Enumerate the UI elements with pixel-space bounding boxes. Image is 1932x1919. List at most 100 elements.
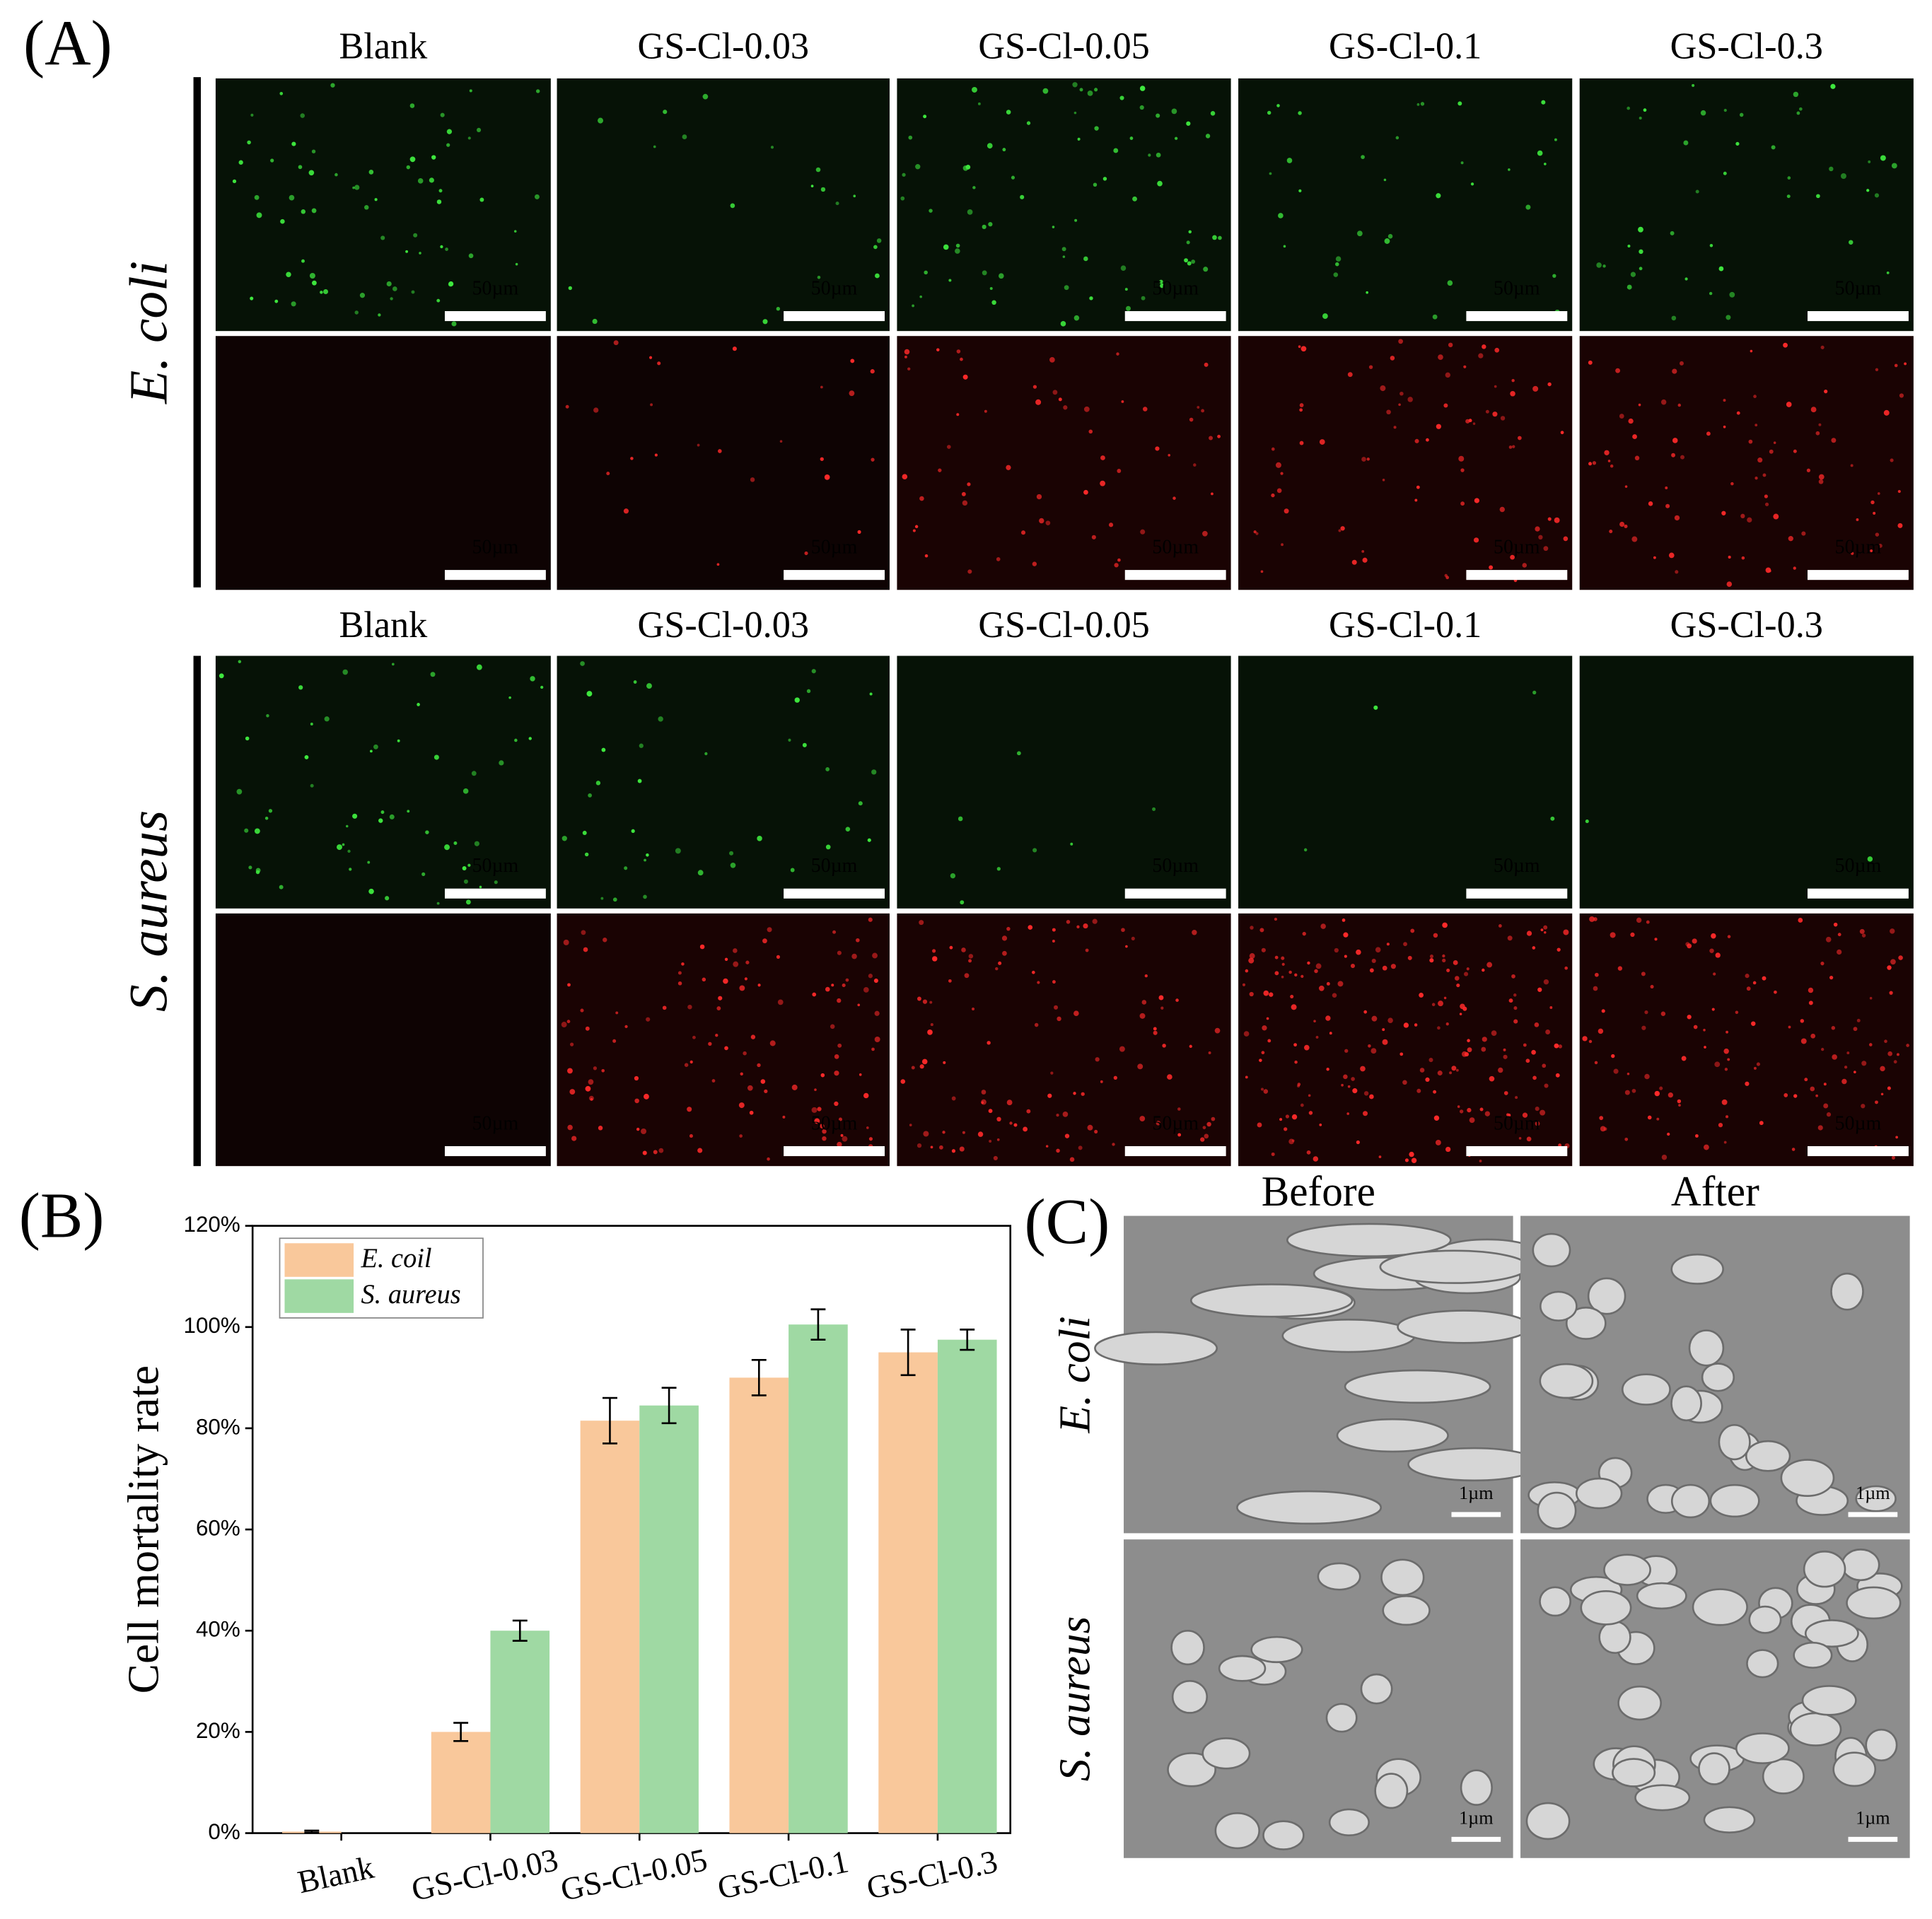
cell-dot: [1681, 1056, 1687, 1061]
cell-dot: [1293, 1043, 1298, 1047]
cell-dot: [1188, 230, 1192, 234]
cell-dot: [1726, 1030, 1729, 1034]
cell-dot: [1660, 399, 1667, 405]
cell-dot: [1537, 150, 1543, 156]
legend-swatch: [284, 1243, 354, 1277]
cell-dot: [677, 981, 682, 986]
cell-dot: [1403, 942, 1407, 947]
cell-dot: [468, 253, 474, 259]
cell-dot: [1878, 543, 1882, 548]
cell-dot: [1416, 103, 1420, 106]
cell-dot: [444, 844, 450, 851]
cell-dot: [1049, 356, 1055, 363]
bacterium: [1841, 1548, 1880, 1582]
cell-dot: [1624, 1090, 1630, 1095]
error-bar: [512, 1619, 528, 1642]
cell-dot: [916, 1143, 922, 1148]
cell-dot: [1371, 1015, 1378, 1022]
cell-dot: [834, 1071, 839, 1076]
cell-dot: [1259, 928, 1264, 933]
scale-bar: [1808, 311, 1909, 322]
cell-dot: [1788, 1025, 1791, 1029]
cell-dot: [1804, 1078, 1808, 1082]
cell-dot: [1102, 177, 1107, 181]
cell-dot: [1334, 947, 1339, 953]
cell-dot: [1368, 1044, 1371, 1048]
cell-dot: [1875, 1100, 1878, 1104]
y-axis-label: Cell mortality rate: [119, 1365, 168, 1693]
bacterium: [1539, 1290, 1578, 1322]
cell-dot: [1503, 1091, 1508, 1095]
cell-dot: [1286, 158, 1293, 163]
cell-dot: [330, 83, 335, 88]
cell-dot: [932, 956, 938, 962]
cell-dot: [1793, 566, 1796, 570]
cell-dot: [595, 781, 601, 786]
cell-dot: [972, 186, 976, 189]
cell-dot: [430, 672, 436, 677]
cell-dot: [1302, 931, 1306, 936]
cell-dot: [697, 1148, 703, 1153]
cell-dot: [392, 286, 397, 291]
cell-dot: [1013, 1123, 1018, 1127]
bacterium: [1317, 1562, 1361, 1591]
bacterium: [1167, 1752, 1217, 1787]
cell-dot: [1204, 362, 1209, 367]
cell-dot: [1116, 352, 1119, 356]
cell-dot: [1153, 1030, 1158, 1035]
cell-dot: [528, 737, 532, 740]
cell-dot: [971, 1007, 975, 1011]
cell-dot: [859, 1073, 862, 1076]
cell-dot: [739, 1134, 743, 1138]
cell-dot: [411, 290, 415, 294]
cell-dot: [374, 198, 378, 202]
cell-dot: [469, 89, 472, 93]
cell-dot: [1624, 485, 1628, 488]
cell-dot: [1006, 926, 1011, 931]
cell-dot: [1446, 968, 1450, 972]
cell-dot: [612, 897, 617, 902]
scale-bar: [1808, 1146, 1909, 1157]
cell-dot: [1141, 1000, 1147, 1005]
cell-dot: [1610, 932, 1616, 938]
cell-dot: [1050, 1071, 1054, 1075]
cell-dot: [1094, 88, 1098, 92]
cell-dot: [463, 879, 468, 884]
cell-dot: [1006, 465, 1011, 470]
cell-dot: [1628, 418, 1634, 424]
cell-dot: [1126, 305, 1131, 311]
cell-dot: [417, 703, 420, 706]
cell-dot: [1773, 441, 1776, 444]
cell-dot: [566, 1020, 571, 1024]
cell-dot: [1414, 498, 1418, 502]
cell-dot: [1091, 535, 1096, 539]
cell-dot: [1815, 431, 1820, 436]
cell-dot: [654, 453, 658, 457]
bacterium: [1575, 1477, 1623, 1510]
cell-dot: [1403, 1022, 1409, 1028]
cell-dot: [1271, 493, 1275, 498]
bar: [937, 1339, 997, 1833]
cell-dot: [1735, 141, 1740, 146]
cell-dot: [1056, 1113, 1059, 1117]
cell-dot: [1462, 1051, 1467, 1057]
cell-dot: [1491, 1030, 1497, 1037]
cell-dot: [820, 187, 826, 192]
cell-dot: [451, 321, 457, 327]
cell-dot: [1641, 1025, 1646, 1030]
cell-dot: [1638, 226, 1643, 233]
cell-dot: [385, 896, 390, 901]
cell-dot: [565, 404, 569, 409]
cell-dot: [1347, 1085, 1351, 1088]
cell-dot: [1006, 110, 1011, 115]
micrograph: [215, 78, 551, 332]
cell-dot: [987, 143, 993, 149]
cell-dot: [1543, 979, 1549, 985]
bacterium: [1709, 1483, 1760, 1518]
cell-dot: [857, 530, 861, 534]
cell-dot: [1899, 393, 1904, 398]
cell-dot: [692, 1035, 696, 1039]
cell-dot: [1735, 1010, 1739, 1014]
cell-dot: [1074, 218, 1078, 222]
cell-dot: [1062, 1112, 1069, 1117]
